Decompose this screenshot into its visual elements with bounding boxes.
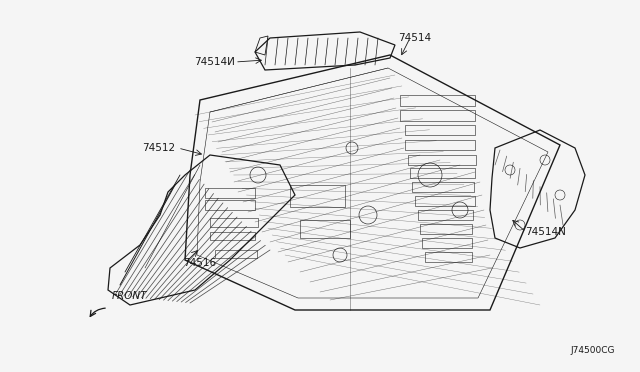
Bar [415, 196, 475, 206]
Bar [425, 252, 472, 262]
Bar [422, 238, 472, 248]
Text: 74514N: 74514N [525, 227, 566, 237]
Text: 74514И: 74514И [194, 57, 235, 67]
Bar [400, 110, 475, 121]
Bar [412, 182, 474, 192]
Bar [410, 168, 475, 178]
Bar [205, 188, 255, 198]
Bar [405, 140, 475, 150]
Bar [300, 220, 350, 238]
Text: 74512: 74512 [142, 143, 175, 153]
Text: 74516: 74516 [183, 258, 216, 268]
Bar [290, 185, 345, 207]
Text: FRONT: FRONT [112, 291, 147, 301]
Text: 74514: 74514 [398, 33, 431, 43]
Bar [408, 155, 476, 165]
Text: J74500CG: J74500CG [570, 346, 615, 355]
Bar [215, 250, 257, 258]
Bar [210, 232, 255, 240]
Bar [405, 125, 475, 135]
Bar [418, 210, 473, 220]
Bar [205, 200, 255, 210]
Bar [400, 95, 475, 106]
Bar [420, 224, 472, 234]
Bar [210, 218, 258, 227]
